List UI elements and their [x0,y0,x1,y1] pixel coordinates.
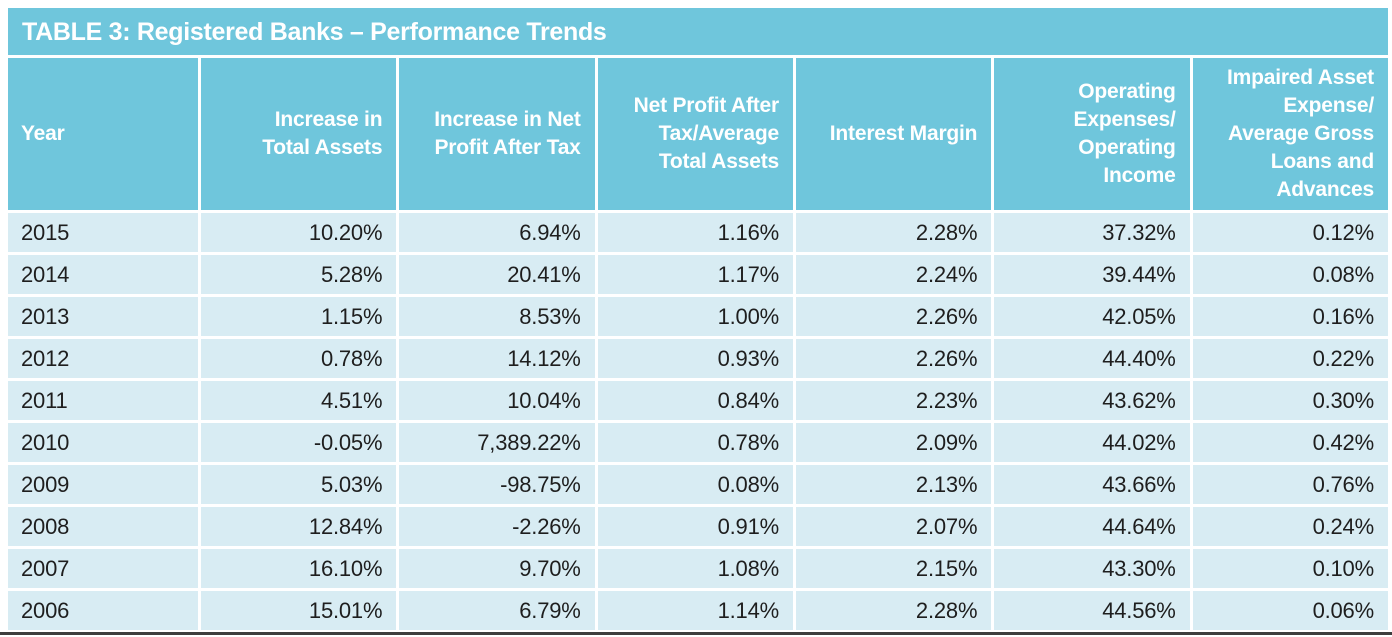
table-body: 2015 10.20% 6.94% 1.16% 2.28% 37.32% 0.12% 2014… [8,213,1388,630]
performance-trends-table: TABLE 3: Registered Banks – Performance … [8,8,1388,630]
value-cell-impaired-asset-expense-average-gross-loans-and-advances: 0.08% [1192,255,1388,294]
value-cell-interest-margin: 2.24% [795,255,992,294]
value-cell-interest-margin: 2.09% [795,423,992,462]
value-cell-operating-expenses-operating-income: 44.02% [994,423,1190,462]
value-cell-net-profit-after-tax-average-total-assets: 0.08% [597,465,793,504]
value-cell-increase-in-net-profit-after-tax: 20.41% [399,255,595,294]
column-header-impaired-asset-expense-average-gross-loans-and-advances: Impaired Asset Expense/ Average Gross Lo… [1192,58,1388,210]
table-header-row: Year Increase in Total Assets Increase in … [8,58,1388,210]
value-cell-impaired-asset-expense-average-gross-loans-and-advances: 0.30% [1192,381,1388,420]
value-cell-operating-expenses-operating-income: 43.62% [994,381,1190,420]
table-row: 2009 5.03% -98.75% 0.08% 2.13% 43.66% 0.76% [8,465,1388,504]
value-cell-increase-in-total-assets: 12.84% [201,507,397,546]
column-header-operating-expenses-operating-income: Operating Expenses/ Operating Income [994,58,1190,210]
table-row: 2008 12.84% -2.26% 0.91% 2.07% 44.64% 0.24% [8,507,1388,546]
year-cell: 2008 [8,507,198,546]
value-cell-interest-margin: 2.15% [795,549,992,588]
value-cell-impaired-asset-expense-average-gross-loans-and-advances: 0.76% [1192,465,1388,504]
year-cell: 2010 [8,423,198,462]
table-row: 2007 16.10% 9.70% 1.08% 2.15% 43.30% 0.10% [8,549,1388,588]
value-cell-net-profit-after-tax-average-total-assets: 0.84% [597,381,793,420]
table-row: 2010 -0.05% 7,389.22% 0.78% 2.09% 44.02% 0.42% [8,423,1388,462]
value-cell-increase-in-total-assets: 5.28% [201,255,397,294]
value-cell-operating-expenses-operating-income: 42.05% [994,297,1190,336]
value-cell-net-profit-after-tax-average-total-assets: 1.17% [597,255,793,294]
year-cell: 2013 [8,297,198,336]
value-cell-net-profit-after-tax-average-total-assets: 1.14% [597,591,793,630]
table-row: 2013 1.15% 8.53% 1.00% 2.26% 42.05% 0.16% [8,297,1388,336]
column-header-increase-in-total-assets: Increase in Total Assets [201,58,397,210]
value-cell-net-profit-after-tax-average-total-assets: 0.78% [597,423,793,462]
value-cell-increase-in-net-profit-after-tax: -98.75% [399,465,595,504]
column-header-interest-margin: Interest Margin [795,58,992,210]
value-cell-increase-in-total-assets: 4.51% [201,381,397,420]
value-cell-interest-margin: 2.23% [795,381,992,420]
value-cell-increase-in-net-profit-after-tax: 8.53% [399,297,595,336]
value-cell-net-profit-after-tax-average-total-assets: 1.08% [597,549,793,588]
value-cell-impaired-asset-expense-average-gross-loans-and-advances: 0.24% [1192,507,1388,546]
value-cell-impaired-asset-expense-average-gross-loans-and-advances: 0.12% [1192,213,1388,252]
value-cell-increase-in-net-profit-after-tax: 6.94% [399,213,595,252]
value-cell-increase-in-total-assets: 16.10% [201,549,397,588]
column-header-net-profit-after-tax-average-total-assets: Net Profit After Tax/Average Total Asset… [597,58,793,210]
value-cell-increase-in-total-assets: 5.03% [201,465,397,504]
table-title: TABLE 3: Registered Banks – Performance … [8,8,1388,55]
value-cell-impaired-asset-expense-average-gross-loans-and-advances: 0.10% [1192,549,1388,588]
value-cell-net-profit-after-tax-average-total-assets: 1.00% [597,297,793,336]
year-cell: 2007 [8,549,198,588]
year-cell: 2014 [8,255,198,294]
value-cell-increase-in-total-assets: -0.05% [201,423,397,462]
value-cell-increase-in-net-profit-after-tax: 9.70% [399,549,595,588]
year-cell: 2015 [8,213,198,252]
value-cell-operating-expenses-operating-income: 44.56% [994,591,1190,630]
year-cell: 2012 [8,339,198,378]
year-cell: 2006 [8,591,198,630]
value-cell-increase-in-total-assets: 15.01% [201,591,397,630]
value-cell-operating-expenses-operating-income: 37.32% [994,213,1190,252]
value-cell-impaired-asset-expense-average-gross-loans-and-advances: 0.22% [1192,339,1388,378]
value-cell-impaired-asset-expense-average-gross-loans-and-advances: 0.16% [1192,297,1388,336]
column-header-year: Year [8,58,198,210]
table-row: 2006 15.01% 6.79% 1.14% 2.28% 44.56% 0.06% [8,591,1388,630]
value-cell-operating-expenses-operating-income: 44.40% [994,339,1190,378]
year-cell: 2011 [8,381,198,420]
value-cell-increase-in-net-profit-after-tax: -2.26% [399,507,595,546]
value-cell-interest-margin: 2.28% [795,213,992,252]
table-row: 2014 5.28% 20.41% 1.17% 2.24% 39.44% 0.08% [8,255,1388,294]
value-cell-interest-margin: 2.26% [795,339,992,378]
value-cell-increase-in-total-assets: 0.78% [201,339,397,378]
value-cell-net-profit-after-tax-average-total-assets: 0.93% [597,339,793,378]
value-cell-impaired-asset-expense-average-gross-loans-and-advances: 0.06% [1192,591,1388,630]
table-row: 2012 0.78% 14.12% 0.93% 2.26% 44.40% 0.22% [8,339,1388,378]
year-cell: 2009 [8,465,198,504]
value-cell-net-profit-after-tax-average-total-assets: 1.16% [597,213,793,252]
value-cell-interest-margin: 2.26% [795,297,992,336]
table-row: 2011 4.51% 10.04% 0.84% 2.23% 43.62% 0.30% [8,381,1388,420]
value-cell-increase-in-net-profit-after-tax: 10.04% [399,381,595,420]
value-cell-operating-expenses-operating-income: 43.30% [994,549,1190,588]
value-cell-increase-in-net-profit-after-tax: 7,389.22% [399,423,595,462]
value-cell-increase-in-net-profit-after-tax: 6.79% [399,591,595,630]
value-cell-increase-in-total-assets: 1.15% [201,297,397,336]
value-cell-interest-margin: 2.13% [795,465,992,504]
column-header-increase-in-net-profit-after-tax: Increase in Net Profit After Tax [399,58,595,210]
bottom-rule [0,632,1392,635]
value-cell-operating-expenses-operating-income: 39.44% [994,255,1190,294]
value-cell-increase-in-total-assets: 10.20% [201,213,397,252]
value-cell-net-profit-after-tax-average-total-assets: 0.91% [597,507,793,546]
value-cell-interest-margin: 2.28% [795,591,992,630]
value-cell-interest-margin: 2.07% [795,507,992,546]
value-cell-impaired-asset-expense-average-gross-loans-and-advances: 0.42% [1192,423,1388,462]
value-cell-operating-expenses-operating-income: 43.66% [994,465,1190,504]
value-cell-operating-expenses-operating-income: 44.64% [994,507,1190,546]
table-row: 2015 10.20% 6.94% 1.16% 2.28% 37.32% 0.12% [8,213,1388,252]
value-cell-increase-in-net-profit-after-tax: 14.12% [399,339,595,378]
